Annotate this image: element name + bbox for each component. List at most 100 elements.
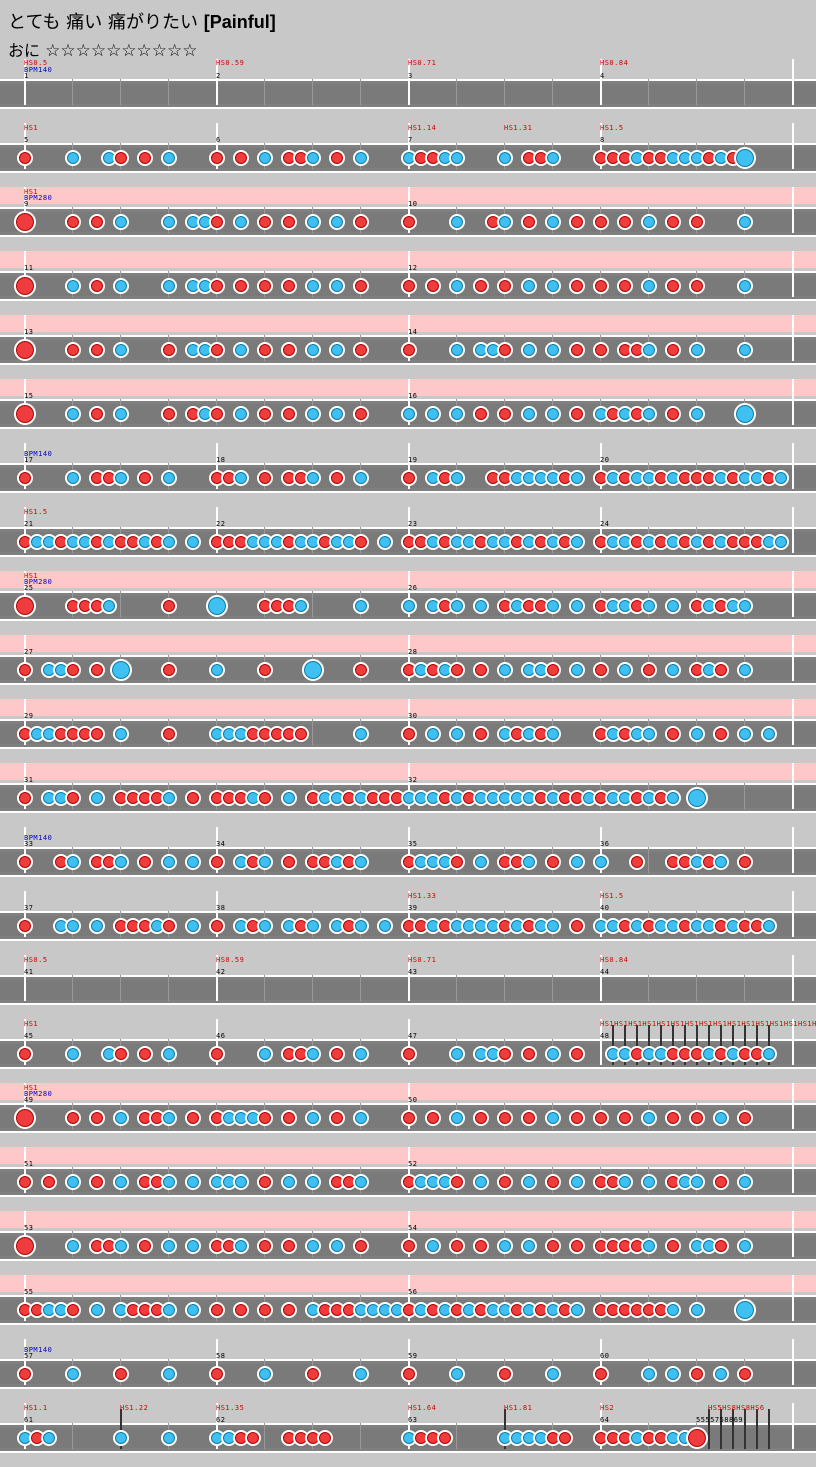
chart-row: 55 56 (0, 1275, 816, 1339)
scroll-speed-label: HS0.71 (408, 59, 437, 67)
big-don-note (14, 595, 36, 617)
bar-line (408, 443, 410, 489)
measure-number: 39 (408, 904, 418, 912)
measure-number: 34 (216, 840, 226, 848)
chart-row: 13 14 (0, 315, 816, 379)
don-note (257, 662, 273, 678)
measure-number: 2 (216, 72, 221, 80)
don-note (593, 278, 609, 294)
don-note (689, 1110, 705, 1126)
don-note (353, 278, 369, 294)
ka-note (665, 662, 681, 678)
don-note (665, 1238, 681, 1254)
measure-number: 63 (408, 1416, 418, 1424)
ka-note (257, 1366, 273, 1382)
scroll-speed-label: HS1.5 (600, 892, 624, 900)
ka-note (353, 598, 369, 614)
bar-line (216, 443, 218, 489)
measure-number: 16 (408, 392, 418, 400)
ka-note (185, 534, 201, 550)
measure-number: 32 (408, 776, 418, 784)
don-note (665, 1110, 681, 1126)
measure-number: 17 (24, 456, 34, 464)
scroll-speed-label: HS0.5 (24, 956, 48, 964)
ka-note (521, 1174, 537, 1190)
chart-row: HS1 45 46 47 HS1HS1HS1HS1HS1HS1HS1HS1HS1HS1H… (0, 1019, 816, 1083)
ka-note (257, 918, 273, 934)
measure-number: 51 (24, 1160, 34, 1168)
don-note (473, 726, 489, 742)
big-don-note (14, 211, 36, 233)
ka-note (65, 278, 81, 294)
ka-note (689, 726, 705, 742)
don-note (473, 1238, 489, 1254)
ka-note (305, 470, 321, 486)
measure-number: 18 (216, 456, 226, 464)
don-note (617, 214, 633, 230)
measure-number: 7 (408, 136, 413, 144)
scroll-speed-label: HS1 (24, 572, 39, 580)
scroll-speed-label: HS2 (600, 1404, 615, 1412)
don-note (473, 1110, 489, 1126)
ka-note (689, 1302, 705, 1318)
song-title-jp: とても 痛い 痛がりたい (8, 12, 199, 33)
scroll-change-line (756, 1409, 758, 1449)
don-note (449, 1238, 465, 1254)
don-note (569, 1046, 585, 1062)
scroll-change-line (624, 1025, 626, 1065)
don-note (521, 1046, 537, 1062)
ka-note (113, 214, 129, 230)
don-note (713, 662, 729, 678)
don-note (329, 1110, 345, 1126)
don-note (245, 1430, 261, 1446)
ka-note (353, 1110, 369, 1126)
don-note (209, 1302, 225, 1318)
course-name: おに (8, 41, 41, 60)
bar-line (600, 1019, 602, 1065)
beat-line (72, 1423, 73, 1449)
ka-note (65, 1238, 81, 1254)
measure-number: 26 (408, 584, 418, 592)
beat-line (120, 591, 121, 617)
ka-note (641, 1110, 657, 1126)
measure-number: 12 (408, 264, 418, 272)
measure-number: 36 (600, 840, 610, 848)
measure-number: 38 (216, 904, 226, 912)
don-note (89, 406, 105, 422)
ka-note (569, 534, 585, 550)
scroll-change-line (648, 1025, 650, 1065)
bar-line (408, 955, 410, 1001)
beat-line (552, 975, 553, 1001)
bar-line (600, 123, 602, 169)
bar-line (408, 699, 410, 745)
measure-number: 37 (24, 904, 34, 912)
bar-line (792, 379, 794, 425)
bar-line (792, 699, 794, 745)
bar-line (24, 1403, 26, 1449)
bar-line (408, 827, 410, 873)
don-note (449, 1174, 465, 1190)
ka-note (113, 342, 129, 358)
don-note (329, 470, 345, 486)
measure-number: 5555758869 (696, 1416, 744, 1424)
ka-note (545, 406, 561, 422)
don-note (737, 854, 753, 870)
ka-note (353, 726, 369, 742)
don-note (281, 342, 297, 358)
scroll-speed-label: HS1 (24, 124, 39, 132)
bar-line (216, 955, 218, 1001)
ka-note (737, 662, 753, 678)
ka-note (305, 1046, 321, 1062)
ka-note (737, 278, 753, 294)
ka-note (689, 1174, 705, 1190)
don-note (209, 854, 225, 870)
don-note (137, 1238, 153, 1254)
chart-row: 51 52 (0, 1147, 816, 1211)
ka-note (497, 1238, 513, 1254)
don-note (545, 1238, 561, 1254)
don-note (257, 214, 273, 230)
bar-line (600, 1339, 602, 1385)
ka-note (233, 1174, 249, 1190)
don-note (17, 790, 33, 806)
bar-line (408, 891, 410, 937)
